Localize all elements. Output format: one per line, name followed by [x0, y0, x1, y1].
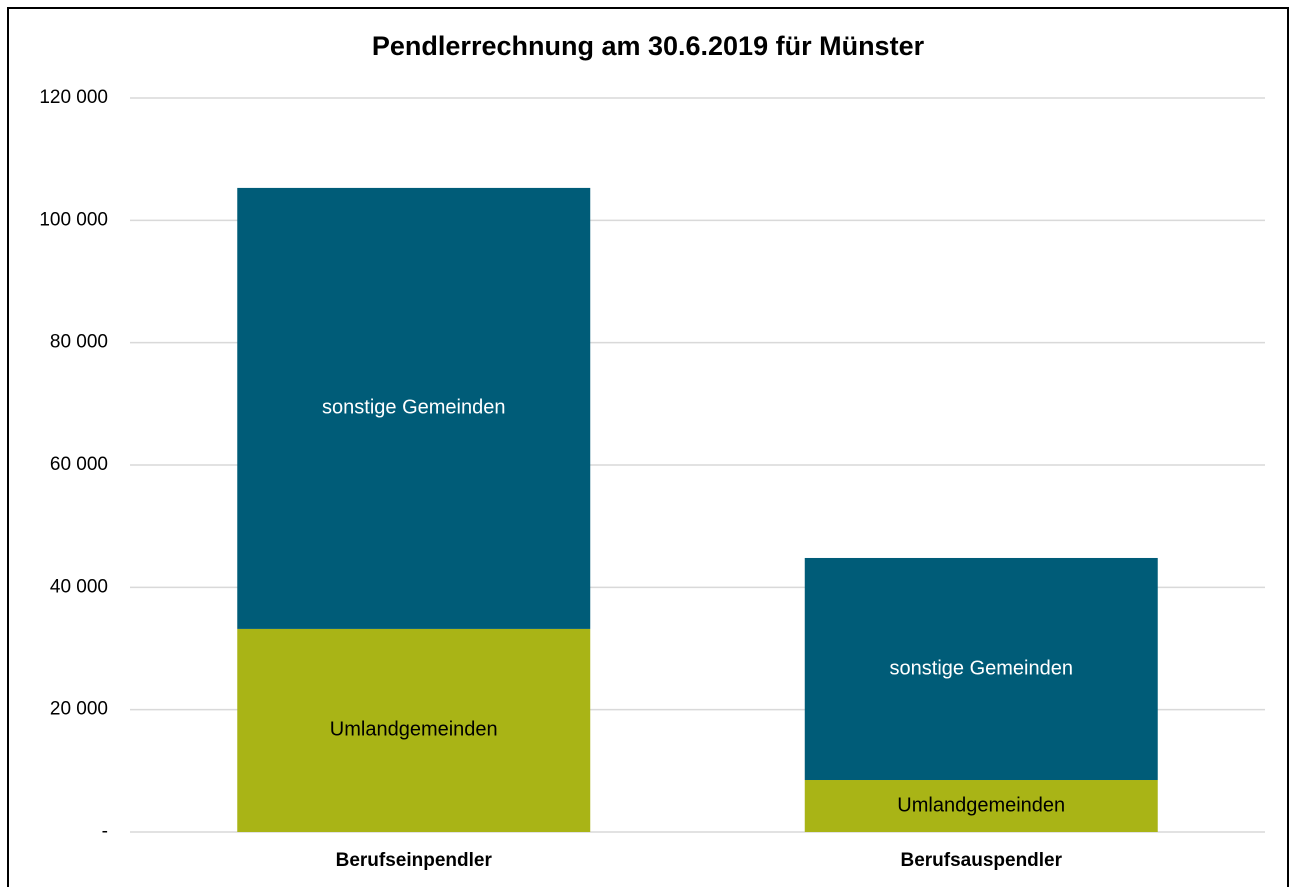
y-tick-label: 120 000 — [39, 87, 108, 108]
y-tick-label: 80 000 — [50, 332, 108, 353]
bar-segment — [804, 780, 1158, 832]
bar-segment — [237, 628, 591, 832]
segment-label: sonstige Gemeinden — [890, 657, 1073, 679]
y-tick-label: 60 000 — [50, 454, 108, 475]
x-tick-label: Berufseinpendler — [336, 850, 493, 871]
bar-segment — [804, 557, 1158, 781]
segment-label: sonstige Gemeinden — [322, 397, 505, 419]
y-tick-label: 100 000 — [39, 209, 108, 230]
segment-label: Umlandgemeinden — [330, 719, 498, 741]
segment-label: Umlandgemeinden — [897, 794, 1065, 816]
y-tick-label: - — [102, 821, 108, 842]
y-tick-label: 20 000 — [50, 699, 108, 720]
x-tick-label: Berufsauspendler — [900, 850, 1062, 871]
chart-title: Pendlerrechnung am 30.6.2019 für Münster — [372, 31, 925, 61]
bar-segment — [237, 187, 591, 629]
y-tick-label: 40 000 — [50, 576, 108, 597]
